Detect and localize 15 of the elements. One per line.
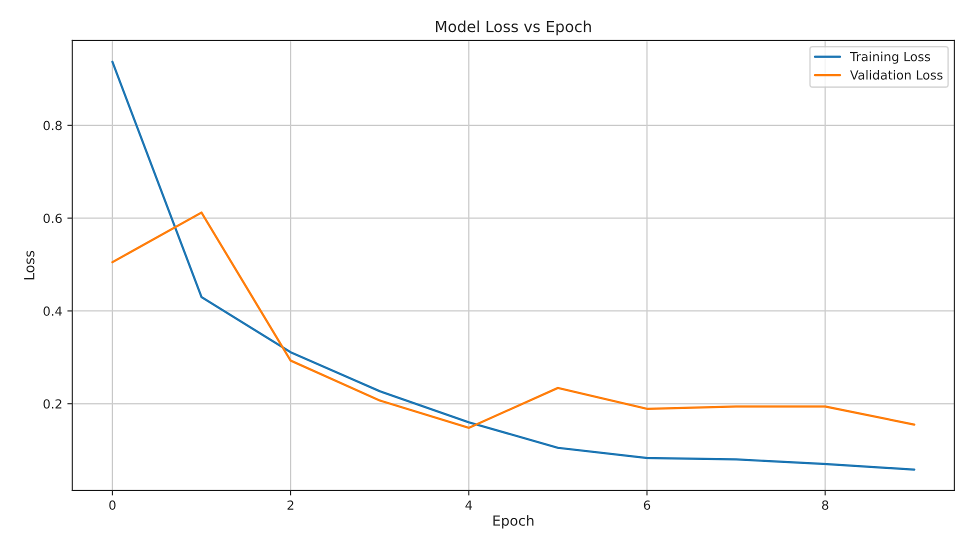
- x-tick-label: 0: [109, 500, 116, 510]
- x-tick-label: 4: [465, 500, 472, 510]
- x-tick-label: 2: [288, 500, 294, 510]
- y-tick-label: 0.2: [44, 399, 62, 409]
- x-tick-label: 8: [822, 500, 828, 510]
- y-tick-label: 0.8: [44, 120, 62, 130]
- chart-title: Model Loss vs Epoch: [436, 20, 591, 36]
- y-tick-label: 0.6: [44, 214, 62, 224]
- y-tick-label: 0.4: [44, 306, 62, 316]
- x-tick-label: 6: [644, 500, 650, 510]
- x-axis-title: Epoch: [493, 515, 534, 529]
- line-series: [111, 211, 916, 429]
- y-axis-title: Loss: [24, 250, 34, 280]
- legend-label: Training Loss: [850, 52, 930, 64]
- legend-label: Validation Loss: [850, 70, 942, 80]
